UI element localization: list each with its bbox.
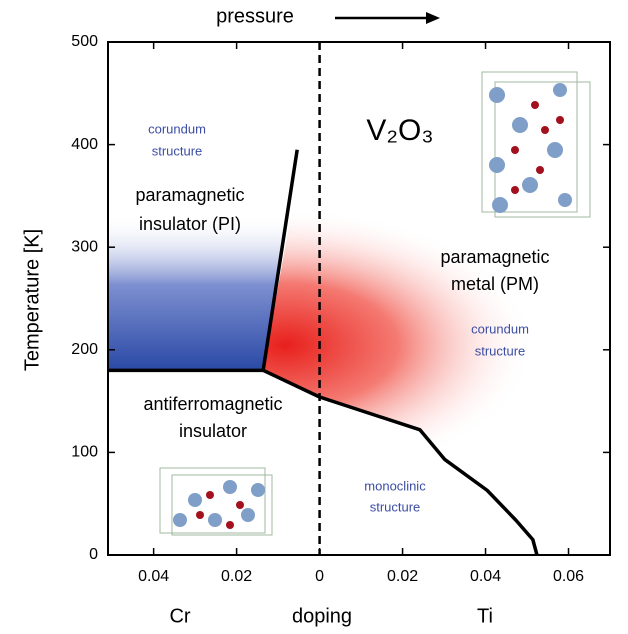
y-tick-label: 500 — [71, 33, 98, 50]
x-tick-label: 0.06 — [553, 568, 584, 585]
y-tick-label: 0 — [89, 546, 98, 563]
annotation: insulator (PI) — [139, 214, 241, 234]
annotation: antiferromagnetic — [143, 394, 282, 414]
y-tick-label: 300 — [71, 238, 98, 255]
annotation: corundum — [471, 321, 529, 336]
crystal-structure — [159, 71, 591, 536]
y-tick-label: 100 — [71, 444, 98, 461]
annotation: metal (PM) — [451, 274, 539, 294]
annotation: structure — [475, 343, 526, 358]
x-tick-label: 0.02 — [221, 568, 252, 585]
y-tick-label: 400 — [71, 136, 98, 153]
annotation: monoclinic — [364, 478, 426, 493]
pm-region — [263, 150, 610, 555]
top-label: pressure — [216, 5, 294, 27]
annotation: paramagnetic — [440, 247, 549, 267]
annotation: corundum — [148, 121, 206, 136]
y-tick-label: 200 — [71, 341, 98, 358]
atoms — [173, 83, 572, 529]
x-tick-label: 0.02 — [387, 568, 418, 585]
annotation: structure — [152, 143, 203, 158]
pressure-arrowhead — [426, 12, 440, 24]
pi-region — [108, 215, 287, 370]
annotation: structure — [370, 499, 421, 514]
x-tick-label: 0 — [315, 568, 324, 585]
annotation: V₂O₃ — [366, 114, 433, 147]
annotation: paramagnetic — [135, 185, 244, 205]
x-axis-label: doping — [292, 605, 352, 627]
plot-frame — [107, 41, 611, 556]
annotation: insulator — [179, 421, 247, 441]
x-side-label: Cr — [169, 605, 190, 627]
x-tick-label: 0.04 — [470, 568, 501, 585]
x-tick-label: 0.04 — [138, 568, 169, 585]
phase-boundary — [262, 368, 539, 556]
x-side-label: Ti — [477, 605, 493, 627]
y-axis-label: Temperature [K] — [21, 229, 43, 371]
